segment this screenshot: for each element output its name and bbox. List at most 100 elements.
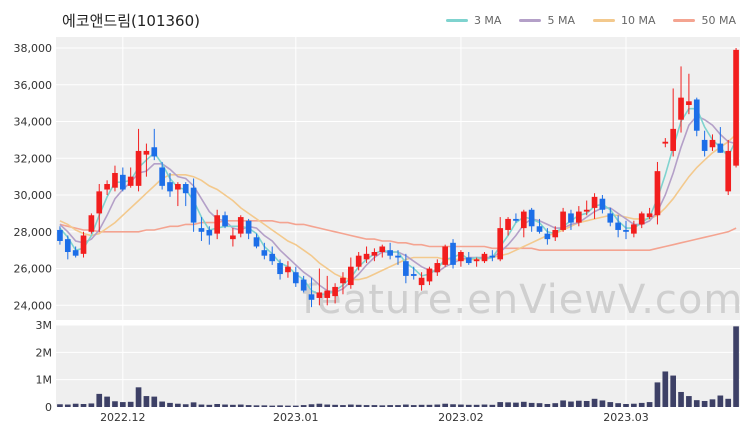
candle <box>300 275 307 293</box>
price-tick-label: 34,000 <box>14 116 53 129</box>
volume-bar <box>481 404 488 407</box>
candle-body <box>442 246 449 265</box>
volume-bar <box>575 400 582 407</box>
price-tick-label: 30,000 <box>14 189 53 202</box>
candle <box>230 228 236 247</box>
candle <box>355 252 362 271</box>
candle <box>119 167 126 192</box>
volume-bar <box>316 403 323 407</box>
candle <box>638 211 645 229</box>
volume-bar <box>465 404 472 407</box>
candle <box>615 215 621 238</box>
volume-bar <box>72 403 79 407</box>
volume-plot-area <box>56 325 740 407</box>
volume-bar <box>347 404 354 407</box>
price-tick-label: 38,000 <box>14 42 53 55</box>
candle <box>57 226 63 245</box>
chart-title: 에코앤드림(101360) <box>62 12 200 30</box>
candle-body <box>88 215 95 232</box>
price-tick-label: 26,000 <box>14 263 53 276</box>
candle <box>434 259 441 276</box>
legend-item-ma10: 10 MA <box>592 14 656 27</box>
candle-body <box>104 184 110 190</box>
candle-body <box>725 150 732 192</box>
candle <box>340 272 346 295</box>
candle-body <box>654 171 661 216</box>
volume-bar <box>206 404 213 407</box>
volume-bar <box>119 402 126 407</box>
candle-body <box>458 252 464 262</box>
candle-body <box>143 150 150 155</box>
candle <box>222 211 228 229</box>
volume-bar <box>253 405 260 407</box>
candle <box>693 97 700 137</box>
candle <box>379 244 386 258</box>
candle-body <box>623 229 629 232</box>
candle <box>536 218 543 234</box>
candle <box>395 250 401 265</box>
price-tick-label: 24,000 <box>14 299 53 312</box>
candle <box>135 128 142 192</box>
legend: 3 MA 5 MA 10 MA 50 MA <box>445 14 736 27</box>
volume-bar <box>96 393 103 407</box>
candle-body <box>190 187 197 223</box>
volume-bar <box>536 403 543 407</box>
candle-body <box>528 209 535 227</box>
candle-body <box>206 229 213 236</box>
candle-body <box>324 290 331 298</box>
candle <box>426 266 433 286</box>
legend-swatch-ma10 <box>592 19 615 22</box>
legend-label-ma5: 5 MA <box>547 14 575 27</box>
candle <box>575 206 582 227</box>
candle <box>717 127 724 153</box>
volume-bar <box>112 401 118 407</box>
volume-bar <box>277 405 283 407</box>
candle-body <box>686 101 692 105</box>
price-tick-label: 32,000 <box>14 152 53 165</box>
candle-body <box>119 174 126 190</box>
candle-body <box>615 222 621 230</box>
candle <box>190 178 197 232</box>
volume-bar <box>285 405 291 407</box>
volume-bar <box>222 404 228 407</box>
candle-body <box>497 228 504 260</box>
candle-body <box>347 266 354 286</box>
date-axis: 2022.12 2023.01 2023.02 2023.03 <box>100 411 649 424</box>
candle <box>552 226 559 241</box>
candle <box>104 180 110 196</box>
legend-item-ma5: 5 MA <box>519 14 575 27</box>
candle <box>733 48 739 168</box>
candle-body <box>64 239 71 253</box>
volume-bar <box>371 405 378 407</box>
candle <box>465 252 472 265</box>
candle-body <box>300 279 307 291</box>
candle <box>481 252 488 264</box>
volume-bar <box>646 402 653 407</box>
volume-bar <box>245 405 252 407</box>
candle-body <box>717 143 724 153</box>
volume-bar <box>395 405 401 407</box>
candle-body <box>198 228 205 232</box>
candle-body <box>371 252 378 256</box>
candle <box>458 250 464 267</box>
candle-body <box>127 176 134 186</box>
candle-body <box>175 184 181 190</box>
candle <box>245 218 252 240</box>
watermark: feature.enViewV.com <box>302 277 743 323</box>
volume-tick-label: 2M <box>36 346 53 359</box>
candle-body <box>583 209 590 212</box>
volume-bar <box>198 404 205 407</box>
legend-label-ma50: 50 MA <box>701 14 736 27</box>
candle <box>591 193 598 219</box>
volume-bar <box>497 402 504 407</box>
volume-bar <box>591 398 598 407</box>
candle <box>607 207 614 227</box>
candle-body <box>72 250 79 256</box>
candle <box>513 213 519 223</box>
legend-label-ma10: 10 MA <box>620 14 656 27</box>
candle-body <box>434 263 441 273</box>
volume-bar <box>733 326 739 407</box>
candle-body <box>701 139 708 151</box>
candle-body <box>473 259 480 262</box>
